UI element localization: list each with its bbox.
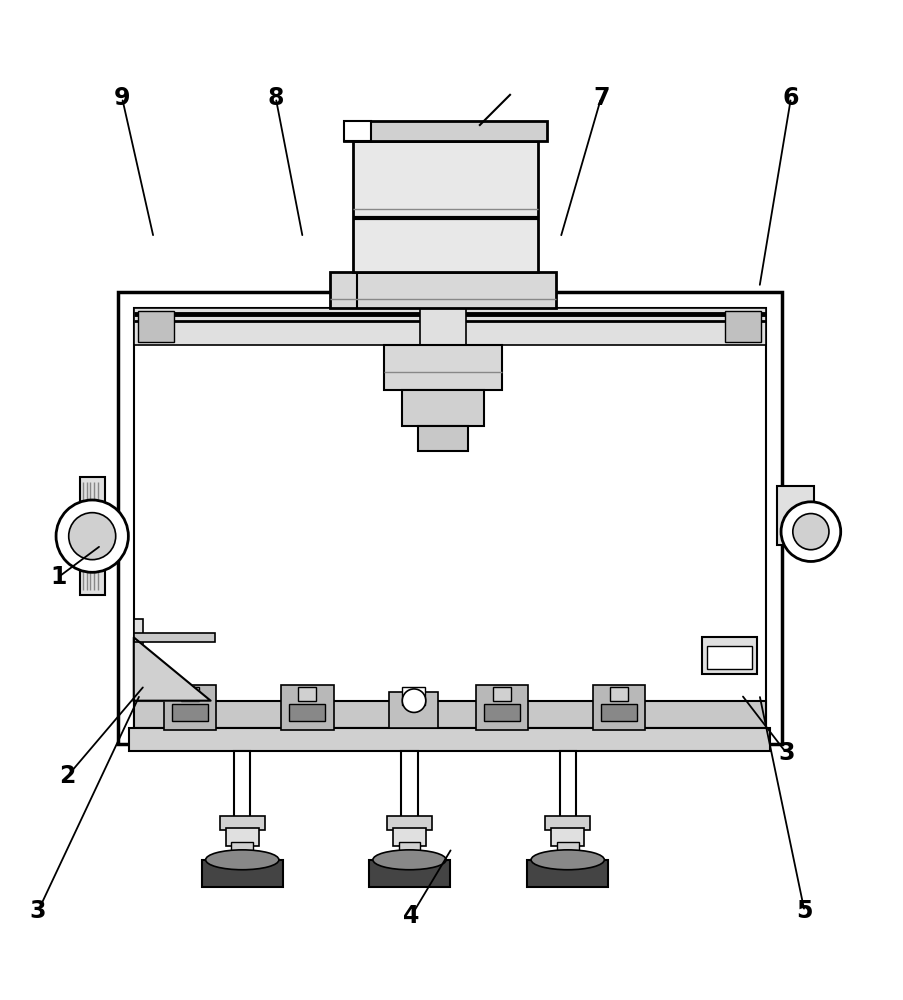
Bar <box>181 687 199 701</box>
Ellipse shape <box>206 850 279 870</box>
Bar <box>289 704 325 721</box>
Bar <box>134 701 765 728</box>
Bar <box>79 477 105 595</box>
Bar <box>384 345 501 390</box>
Bar <box>556 842 578 855</box>
Bar <box>475 685 527 730</box>
Bar <box>117 292 781 744</box>
Bar <box>172 704 208 721</box>
Bar <box>201 860 283 887</box>
Text: 4: 4 <box>403 904 419 928</box>
Circle shape <box>56 500 128 572</box>
Bar <box>551 828 583 846</box>
Bar <box>777 486 813 545</box>
Bar <box>706 646 751 669</box>
Bar <box>600 704 637 721</box>
Text: 3: 3 <box>30 899 46 923</box>
Bar <box>402 687 424 705</box>
Bar <box>492 687 510 701</box>
Bar <box>134 308 765 345</box>
Bar <box>724 311 760 342</box>
Ellipse shape <box>531 850 603 870</box>
Bar <box>545 816 590 830</box>
Bar <box>388 692 438 728</box>
Bar <box>610 687 628 701</box>
Text: 5: 5 <box>796 899 812 923</box>
Bar <box>352 141 537 272</box>
Circle shape <box>780 502 840 561</box>
Text: 1: 1 <box>51 565 67 589</box>
Text: 7: 7 <box>592 86 609 110</box>
Bar <box>129 728 769 751</box>
Bar <box>134 633 215 642</box>
Bar <box>231 842 253 855</box>
Circle shape <box>792 514 828 550</box>
Bar <box>138 311 174 342</box>
Bar <box>420 276 465 345</box>
Bar <box>298 687 316 701</box>
Text: 3: 3 <box>777 741 794 765</box>
Bar <box>281 685 333 730</box>
Text: 8: 8 <box>267 86 284 110</box>
Bar <box>592 685 645 730</box>
Bar <box>702 637 756 674</box>
Bar <box>368 860 450 887</box>
Text: 2: 2 <box>60 764 76 788</box>
Bar <box>234 751 250 819</box>
Bar <box>134 308 765 728</box>
Text: 9: 9 <box>114 86 130 110</box>
Bar <box>402 390 483 426</box>
Ellipse shape <box>373 850 446 870</box>
Circle shape <box>402 689 425 712</box>
Bar <box>386 816 432 830</box>
Bar <box>219 816 265 830</box>
Bar <box>401 751 417 819</box>
Bar <box>393 828 425 846</box>
Bar <box>398 842 420 855</box>
Bar <box>559 751 575 819</box>
Text: 6: 6 <box>782 86 798 110</box>
Bar <box>134 619 143 701</box>
Polygon shape <box>134 637 210 701</box>
Bar <box>163 685 216 730</box>
Bar <box>330 272 555 308</box>
Bar <box>343 121 370 141</box>
Bar <box>526 860 608 887</box>
Bar <box>417 426 468 451</box>
Bar <box>483 704 519 721</box>
Bar <box>226 828 258 846</box>
Circle shape <box>69 513 116 560</box>
Bar <box>343 121 546 141</box>
